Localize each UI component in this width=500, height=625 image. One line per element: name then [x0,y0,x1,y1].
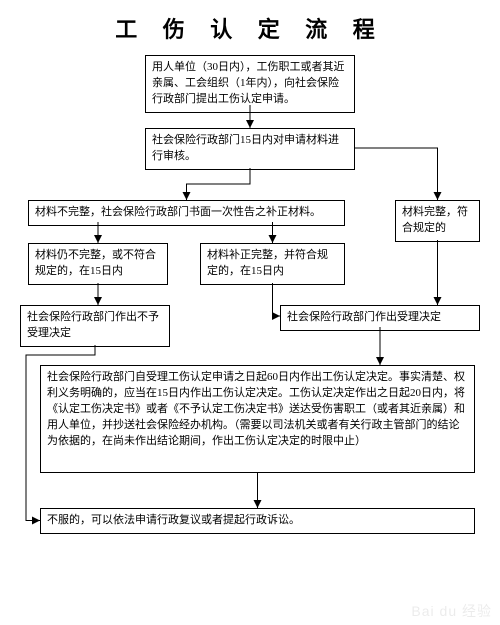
node-accept: 社会保险行政部门作出受理决定 [280,305,480,331]
node-corrected: 材料补正完整，并符合规定的，在15日内 [200,243,345,285]
node-review-15d: 社会保险行政部门15日内对申请材料进行审核。 [145,128,355,170]
node-apply: 用人单位（30日内），工伤职工或者其近亲属、工会组织（1年内），向社会保险行政部… [145,55,355,113]
node-incomplete: 材料不完整，社会保险行政部门书面一次性告之补正材料。 [28,200,345,226]
node-still-incomplete: 材料仍不完整，或不符合规定的，在15日内 [28,243,168,285]
node-appeal: 不服的，可以依法申请行政复议或者提起行政诉讼。 [40,508,475,534]
node-reject: 社会保险行政部门作出不予受理决定 [20,305,170,347]
watermark: Bai du 经验 [411,601,492,621]
node-decision-60d: 社会保险行政部门自受理工伤认定申请之日起60日内作出工伤认定决定。事实清楚、权利… [40,365,475,473]
page-title: 工 伤 认 定 流 程 [0,0,500,52]
node-complete: 材料完整，符合规定的 [395,200,480,242]
